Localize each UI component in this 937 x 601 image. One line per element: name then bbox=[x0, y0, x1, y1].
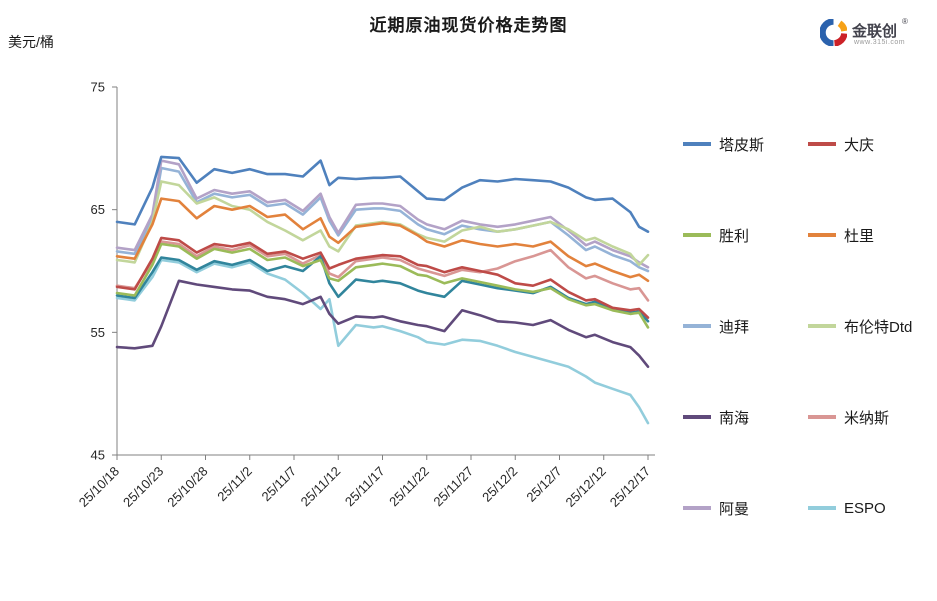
legend-item-0: 塔皮斯 bbox=[683, 136, 765, 154]
legend-item-6: 南海 bbox=[683, 409, 750, 427]
legend-label: 大庆 bbox=[844, 136, 875, 154]
x-tick-label: 25/12/17 bbox=[607, 464, 653, 510]
legend-item-9: ESPO bbox=[808, 499, 886, 517]
legend-label: 塔皮斯 bbox=[719, 136, 765, 154]
y-tick-label: 55 bbox=[91, 325, 105, 340]
jlc-logo-icon bbox=[820, 19, 847, 46]
series-line-1 bbox=[115, 159, 650, 269]
legend-swatch bbox=[808, 233, 836, 237]
series-line-6 bbox=[115, 242, 650, 329]
y-tick-label: 65 bbox=[91, 202, 105, 217]
legend-swatch bbox=[683, 324, 711, 328]
x-tick-label: 25/11/22 bbox=[386, 464, 432, 510]
legend-item-5: 布伦特Dtd bbox=[808, 318, 913, 336]
y-tick-label: 75 bbox=[91, 80, 105, 95]
x-tick-label: 25/10/18 bbox=[76, 464, 122, 510]
chart-legend: 塔皮斯 大庆胜利 杜里迪拜 布伦特Dtd 南海 米纳斯阿曼 ESPO bbox=[670, 120, 932, 540]
x-tick-label: 25/10/23 bbox=[120, 464, 166, 510]
legend-item-2: 胜利 bbox=[683, 227, 750, 245]
legend-swatch bbox=[683, 233, 711, 237]
page-title: 近期原油现货价格走势图 bbox=[369, 16, 568, 35]
legend-item-8: 阿曼 bbox=[683, 500, 750, 518]
brand-logo: 金联创 ® www.315i.com bbox=[820, 17, 930, 53]
legend-swatch bbox=[808, 415, 836, 419]
x-tick-label: 25/11/2 bbox=[214, 464, 255, 505]
chart-series-lines bbox=[115, 155, 650, 425]
legend-item-7: 米纳斯 bbox=[808, 409, 890, 427]
brand-url: www.315i.com bbox=[854, 39, 906, 46]
chart-axes bbox=[112, 86, 655, 460]
x-tick-label: 25/12/2 bbox=[479, 464, 520, 505]
series-line-10 bbox=[115, 155, 650, 233]
legend-label: 杜里 bbox=[844, 227, 875, 245]
x-tick-label: 25/12/7 bbox=[523, 464, 564, 505]
series-line-3 bbox=[115, 240, 650, 302]
legend-label: 阿曼 bbox=[719, 500, 750, 518]
series-line-8 bbox=[115, 236, 650, 319]
legend-label: 迪拜 bbox=[719, 318, 750, 336]
series-line-2 bbox=[115, 180, 650, 267]
brand-registered-mark: ® bbox=[902, 17, 908, 26]
y-axis-unit-label: 美元/桶 bbox=[8, 34, 54, 50]
legend-label: 布伦特Dtd bbox=[844, 318, 913, 336]
x-tick-label: 25/11/27 bbox=[430, 464, 476, 510]
legend-label: 南海 bbox=[719, 409, 750, 427]
legend-label: 胜利 bbox=[719, 227, 750, 245]
legend-swatch bbox=[683, 142, 711, 146]
legend-item-1: 大庆 bbox=[808, 136, 875, 154]
legend-item-3: 杜里 bbox=[808, 227, 875, 245]
legend-item-4: 迪拜 bbox=[683, 318, 750, 336]
legend-label: ESPO bbox=[844, 499, 886, 517]
y-tick-label: 45 bbox=[91, 448, 105, 463]
legend-swatch bbox=[683, 415, 711, 419]
x-tick-label: 25/11/12 bbox=[298, 464, 344, 510]
series-line-0 bbox=[115, 166, 650, 273]
legend-swatch bbox=[808, 506, 836, 510]
series-line-7 bbox=[115, 197, 650, 283]
legend-swatch bbox=[808, 142, 836, 146]
series-line-9 bbox=[115, 279, 650, 369]
x-tick-label: 25/12/12 bbox=[562, 464, 608, 510]
legend-label: 米纳斯 bbox=[844, 409, 890, 427]
brand-name: 金联创 bbox=[852, 23, 898, 40]
x-tick-label: 25/10/28 bbox=[164, 464, 210, 510]
legend-swatch bbox=[683, 506, 711, 510]
legend-swatch bbox=[808, 324, 836, 328]
x-tick-label: 25/11/17 bbox=[342, 464, 388, 510]
x-tick-label: 25/11/7 bbox=[259, 464, 300, 505]
series-line-4 bbox=[115, 258, 650, 425]
